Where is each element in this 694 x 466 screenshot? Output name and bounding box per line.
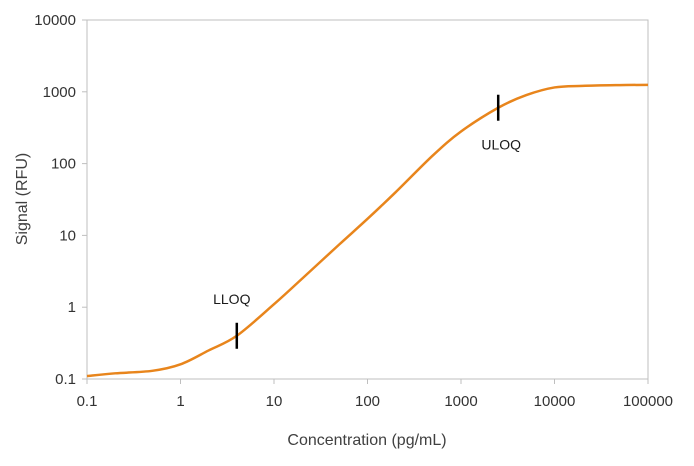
x-tick-label: 100: [355, 393, 380, 410]
annotation-label: LLOQ: [213, 291, 250, 307]
response-curve: [86, 83, 649, 378]
x-axis-ticks: 0.1 1 10 100 1000 10000 100000: [77, 379, 673, 410]
x-tick-label: 0.1: [77, 393, 98, 410]
y-tick-label: 10: [59, 227, 76, 244]
x-tick-label: 10000: [534, 393, 576, 410]
plot-area-frame: [86, 19, 649, 380]
annotations: LLOQ ULOQ: [213, 94, 521, 349]
y-axis-ticks: 0.1 1 10 100 1000 10000: [34, 12, 87, 388]
annotation-label: ULOQ: [481, 137, 521, 153]
y-tick-label: 100: [51, 156, 76, 173]
y-tick-label: 0.1: [55, 371, 76, 388]
y-tick-label: 10000: [34, 12, 76, 29]
y-tick-label: 1000: [43, 84, 76, 101]
x-tick-label: 10: [266, 393, 283, 410]
x-axis-title: Concentration (pg/mL): [287, 432, 446, 449]
x-tick-label: 1: [176, 393, 184, 410]
x-tick-label: 1000: [444, 393, 477, 410]
x-tick-label: 100000: [623, 393, 673, 410]
y-tick-label: 1: [68, 299, 76, 316]
y-axis-title: Signal (RFU): [14, 153, 31, 245]
